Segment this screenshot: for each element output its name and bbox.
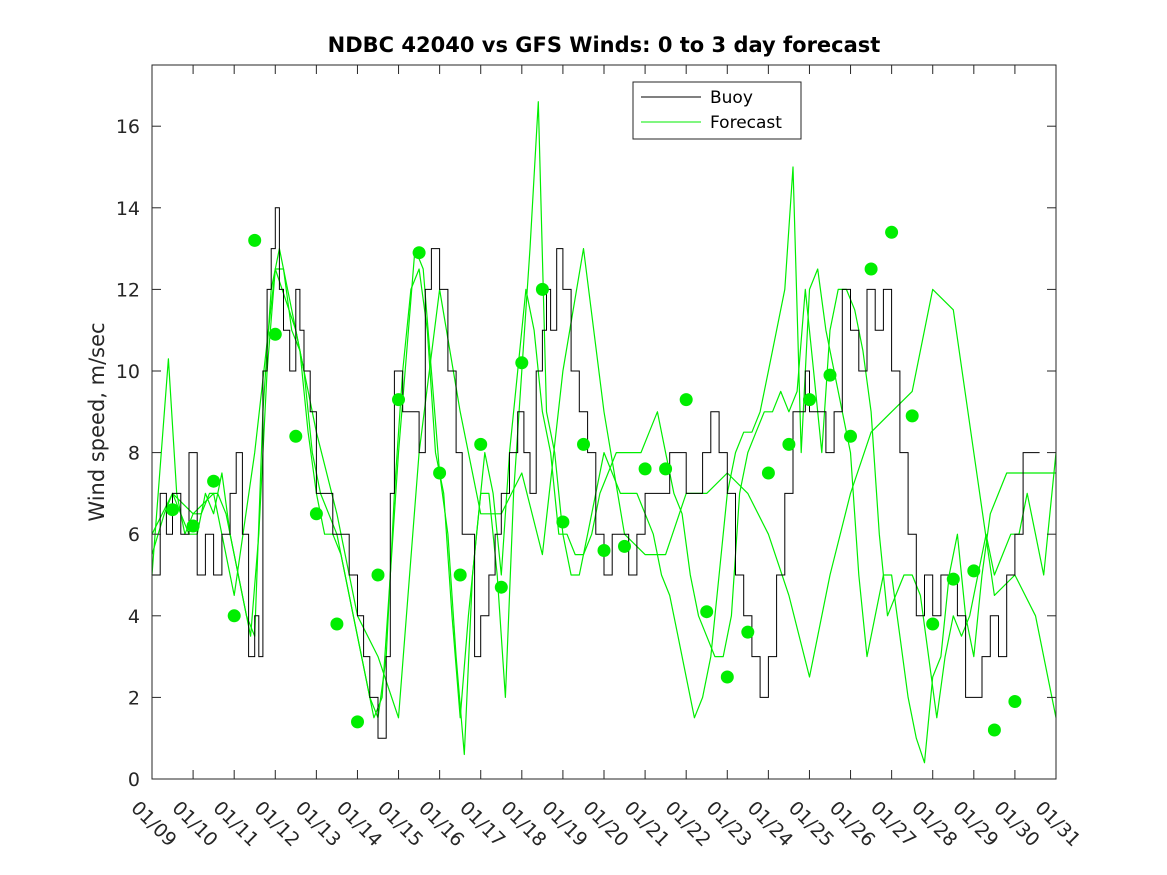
forecast-marker <box>371 568 385 582</box>
forecast-marker <box>535 282 549 296</box>
forecast-marker <box>433 466 447 480</box>
forecast-marker <box>515 356 529 370</box>
legend-box <box>632 81 802 140</box>
y-tick-label: 2 <box>128 687 140 709</box>
forecast-marker <box>926 617 940 631</box>
y-tick-label: 12 <box>116 279 140 301</box>
forecast-marker <box>577 437 590 451</box>
forecast-marker <box>823 368 837 382</box>
forecast-line-2 <box>151 101 1056 764</box>
forecast-marker <box>720 670 734 684</box>
forecast-line-1 <box>151 248 1057 719</box>
forecast-markers-group <box>166 225 1022 737</box>
forecast-marker <box>618 539 631 553</box>
forecast-marker <box>207 474 221 488</box>
forecast-marker <box>741 625 755 639</box>
forecast-marker <box>186 519 200 533</box>
forecast-marker <box>248 233 262 247</box>
forecast-marker <box>556 515 570 529</box>
forecast-marker <box>392 393 405 407</box>
forecast-marker <box>330 617 344 631</box>
y-tick-label: 0 <box>128 769 140 791</box>
forecast-marker <box>864 262 878 276</box>
forecast-marker <box>782 437 796 451</box>
y-tick-label: 10 <box>116 361 140 383</box>
forecast-marker <box>1008 695 1022 708</box>
forecast-marker <box>987 723 1001 737</box>
forecast-marker <box>700 605 714 619</box>
forecast-marker <box>453 568 467 582</box>
forecast-marker <box>412 246 426 260</box>
y-tick-label: 6 <box>128 524 140 546</box>
y-tick-label: 4 <box>128 606 140 628</box>
chart-title: NDBC 42040 vs GFS Winds: 0 to 3 day fore… <box>328 33 881 57</box>
forecast-marker <box>351 715 364 729</box>
forecast-marker <box>885 225 899 239</box>
forecast-marker <box>227 609 241 623</box>
y-axis: 0 2 4 6 8 10 12 14 16 <box>116 116 1056 791</box>
forecast-line-3 <box>151 248 1057 719</box>
forecast-marker <box>946 572 960 586</box>
forecast-marker <box>474 437 488 451</box>
buoy-line <box>152 207 1040 739</box>
forecast-marker <box>659 462 673 476</box>
forecast-marker <box>494 580 508 594</box>
buoy-series-group <box>152 207 1040 739</box>
forecast-series-group <box>151 101 1057 764</box>
forecast-marker <box>803 393 816 407</box>
forecast-marker <box>166 503 179 517</box>
legend-forecast-label: Forecast <box>710 113 782 133</box>
forecast-marker <box>638 462 652 476</box>
forecast-marker <box>289 429 303 443</box>
y-tick-label: 16 <box>116 116 140 138</box>
forecast-marker <box>309 507 323 521</box>
forecast-marker <box>679 393 693 407</box>
legend: Buoy Forecast <box>632 81 802 140</box>
forecast-marker <box>761 466 775 480</box>
y-axis-label: Wind speed, m/sec <box>85 322 109 521</box>
legend-buoy-label: Buoy <box>710 88 753 108</box>
forecast-marker <box>268 327 282 341</box>
forecast-marker <box>597 544 611 557</box>
y-tick-label: 14 <box>116 198 140 220</box>
plot-area <box>152 65 1056 779</box>
forecast-marker <box>967 564 981 578</box>
y-tick-label: 8 <box>128 443 140 465</box>
forecast-marker <box>844 429 857 443</box>
forecast-marker <box>905 409 919 423</box>
